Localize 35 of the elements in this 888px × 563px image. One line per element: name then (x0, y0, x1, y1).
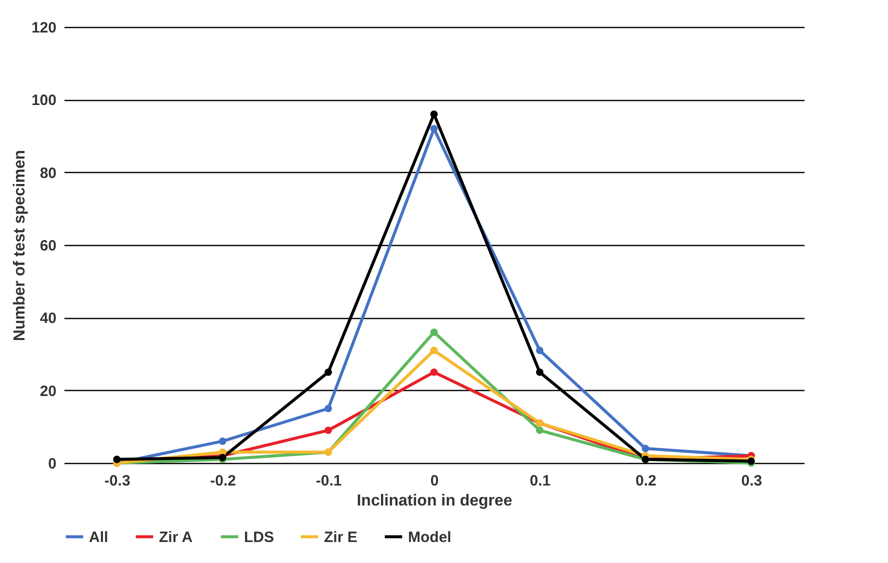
legend-label: All (89, 528, 108, 546)
y-tick-label: 80 (40, 164, 56, 182)
point (113, 456, 121, 464)
y-axis-title: Number of test specimen (11, 150, 28, 342)
legend-label: Zir E (324, 528, 358, 546)
point (536, 346, 544, 354)
point (642, 444, 650, 452)
point (430, 346, 438, 354)
point (430, 328, 438, 336)
point (324, 426, 332, 434)
legend-label: Model (408, 528, 452, 546)
y-tick-label: 120 (31, 20, 56, 36)
x-tick-label: -0.2 (210, 472, 236, 490)
legend-label: Zir A (159, 528, 193, 546)
point (218, 438, 226, 445)
x-tick-label: 0.3 (741, 472, 762, 490)
y-tick-label: 20 (40, 382, 56, 400)
point (324, 404, 332, 412)
y-tick-label: 100 (31, 92, 56, 110)
point (430, 110, 438, 118)
x-tick-label: 0.1 (530, 472, 551, 490)
x-tick-label: 0.2 (636, 472, 656, 490)
point (536, 426, 544, 434)
legend-label: LDS (244, 528, 274, 546)
x-axis-title: Inclination in degree (356, 492, 512, 510)
x-tick-label: -0.1 (316, 472, 342, 490)
point (430, 125, 438, 132)
x-tick-label: -0.3 (104, 472, 130, 490)
x-tick-label: 0 (430, 472, 439, 490)
y-tick-label: 40 (40, 310, 56, 328)
point (324, 368, 332, 376)
point (430, 368, 438, 376)
point (536, 368, 544, 376)
y-tick-label: 0 (48, 456, 56, 472)
y-tick-label: 60 (40, 238, 56, 254)
